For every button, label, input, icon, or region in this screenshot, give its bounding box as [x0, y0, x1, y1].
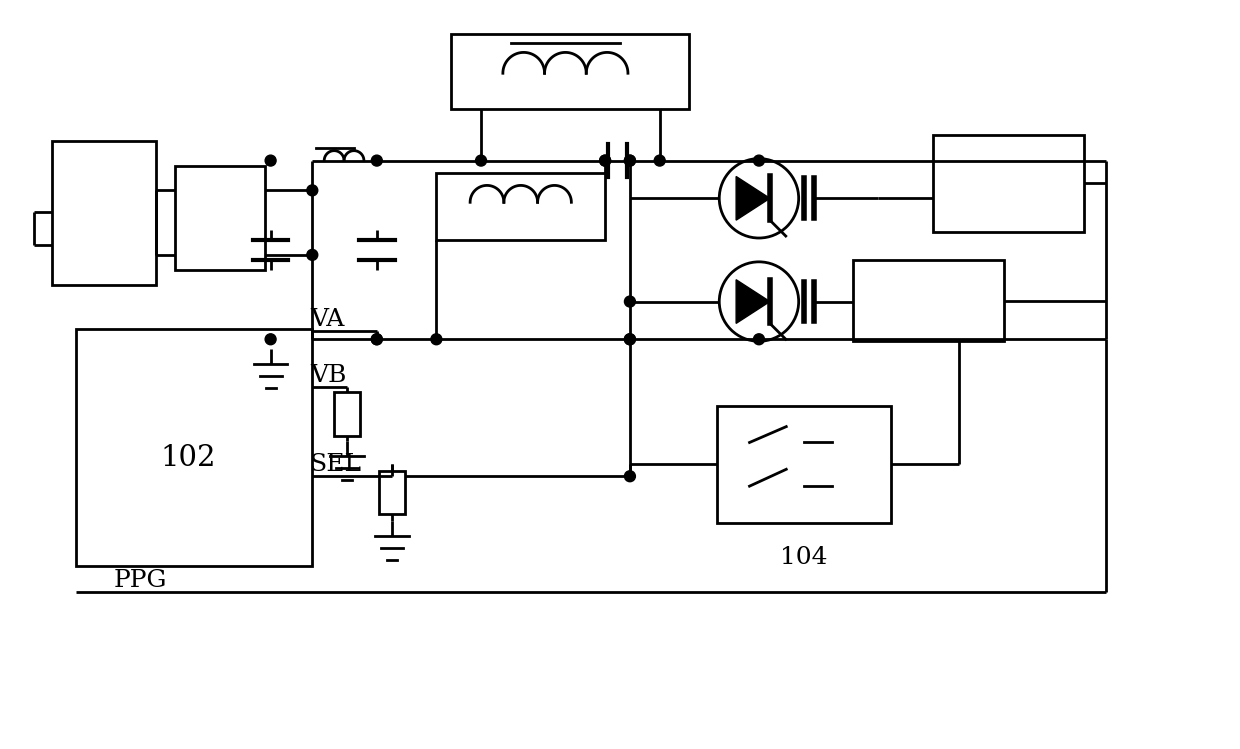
- Text: 104: 104: [780, 546, 827, 568]
- Polygon shape: [737, 177, 770, 220]
- Bar: [52, 141, 156, 285]
- Circle shape: [625, 334, 635, 345]
- Text: SEL: SEL: [310, 453, 362, 476]
- Circle shape: [306, 249, 317, 261]
- Text: VB: VB: [310, 364, 347, 387]
- Bar: [717, 406, 892, 523]
- Bar: [932, 135, 1084, 232]
- Circle shape: [754, 334, 764, 345]
- Circle shape: [625, 296, 635, 307]
- Circle shape: [265, 155, 277, 166]
- Circle shape: [371, 334, 382, 345]
- Text: 102: 102: [160, 444, 216, 473]
- Bar: [451, 34, 689, 109]
- Circle shape: [625, 471, 635, 482]
- Circle shape: [265, 334, 277, 345]
- Bar: [175, 166, 264, 270]
- Circle shape: [625, 334, 635, 345]
- Circle shape: [306, 185, 317, 195]
- Circle shape: [754, 155, 764, 166]
- Bar: [378, 471, 404, 515]
- Circle shape: [371, 334, 382, 345]
- Bar: [76, 330, 312, 565]
- Text: VA: VA: [310, 309, 345, 331]
- Bar: [853, 260, 1004, 342]
- Circle shape: [432, 334, 441, 345]
- Bar: [436, 172, 605, 240]
- Bar: [334, 392, 360, 436]
- Circle shape: [600, 155, 610, 166]
- Circle shape: [600, 155, 610, 166]
- Circle shape: [625, 155, 635, 166]
- Polygon shape: [737, 279, 770, 324]
- Text: PPG: PPG: [114, 569, 167, 592]
- Circle shape: [371, 155, 382, 166]
- Circle shape: [476, 155, 486, 166]
- Circle shape: [655, 155, 665, 166]
- Circle shape: [625, 155, 635, 166]
